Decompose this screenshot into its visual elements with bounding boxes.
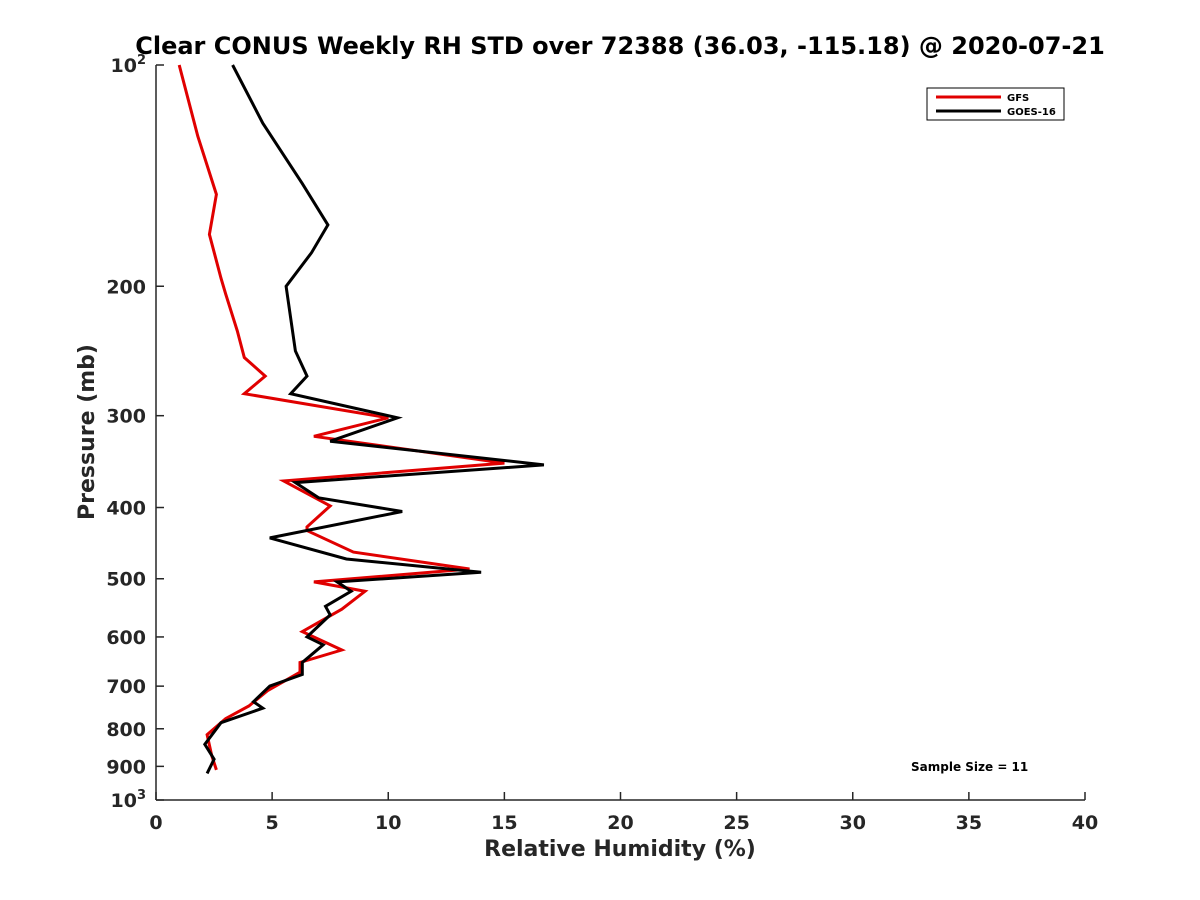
y-tick-label: 103	[111, 788, 147, 812]
x-tick-label: 15	[491, 812, 517, 834]
x-tick-label: 20	[607, 812, 633, 834]
y-tick-label: 900	[106, 756, 146, 778]
legend-label-gfs: GFS	[1007, 93, 1029, 104]
legend: GFS GOES-16	[926, 87, 1065, 121]
series-line-gfs	[177, 64, 505, 771]
x-tick-label: 40	[1072, 812, 1098, 834]
y-tick-label: 200	[106, 276, 146, 298]
y-tick-label: 400	[106, 498, 146, 520]
x-tick-label: 30	[840, 812, 866, 834]
plot-area: 0 5 10 15 20 25 30 35 40 102 200 300 400 500 600 700 800…	[106, 53, 1098, 834]
series-line-goes16	[202, 64, 545, 775]
legend-box	[926, 87, 1065, 121]
y-tick-label: 102	[111, 53, 147, 77]
chart-title: Clear CONUS Weekly RH STD over 72388 (36…	[135, 32, 1105, 60]
sample-size-annotation: Sample Size = 11	[911, 760, 1028, 774]
x-tick-label: 0	[149, 812, 162, 834]
x-tick-label: 25	[723, 812, 749, 834]
y-tick-label: 600	[106, 627, 146, 649]
y-tick-label: 800	[106, 719, 146, 741]
x-tick-label: 35	[956, 812, 982, 834]
series-lines	[177, 64, 545, 775]
legend-label-goes16: GOES-16	[1007, 107, 1056, 118]
x-tick-label: 10	[375, 812, 401, 834]
x-axis-label: Relative Humidity (%)	[484, 837, 756, 862]
y-tick-label: 700	[106, 676, 146, 698]
y-tick-label: 300	[106, 406, 146, 428]
y-tick-label: 500	[106, 569, 146, 591]
axis-ticks: 0 5 10 15 20 25 30 35 40 102 200 300 400 500 600 700 800…	[106, 53, 1098, 834]
x-tick-label: 5	[266, 812, 279, 834]
y-axis-label: Pressure (mb)	[75, 344, 100, 520]
